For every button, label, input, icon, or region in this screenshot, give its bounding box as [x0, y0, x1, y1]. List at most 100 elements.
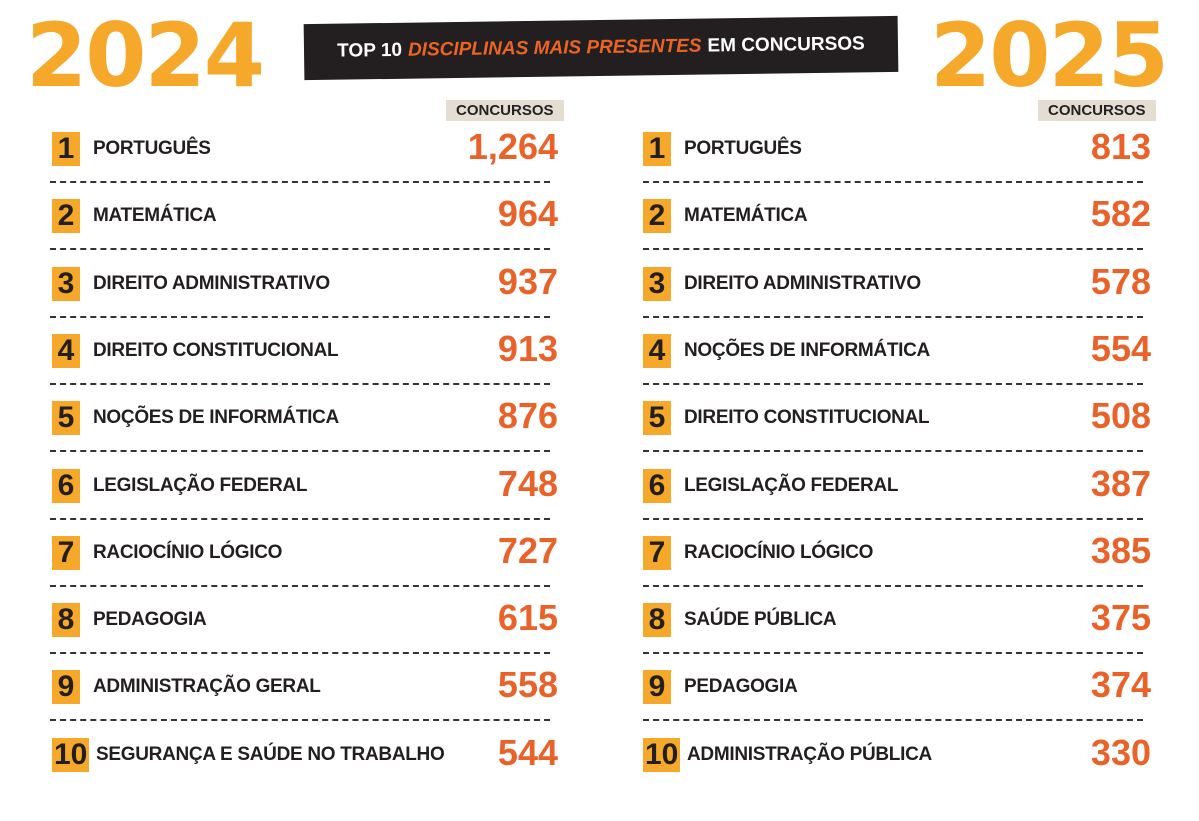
row-divider: [50, 315, 550, 318]
rank-badge: 6: [52, 468, 80, 503]
discipline-label: ADMINISTRAÇÃO GERAL: [93, 676, 321, 698]
table-row: 9 PEDAGOGIA 374: [643, 664, 1151, 708]
rank-badge: 5: [52, 401, 80, 436]
contest-count: 964: [497, 193, 558, 235]
discipline-label: PEDAGOGIA: [684, 676, 798, 698]
banner-highlight: DISCIPLINAS MAIS PRESENTES: [407, 35, 702, 61]
contest-count: 558: [497, 664, 558, 706]
banner-prefix: TOP 10: [337, 39, 403, 62]
table-row: 10 ADMINISTRAÇÃO PÚBLICA 330: [643, 732, 1151, 776]
banner-suffix: EM CONCURSOS: [707, 33, 865, 57]
row-divider: [643, 584, 1143, 587]
discipline-label: NOÇÕES DE INFORMÁTICA: [684, 339, 930, 361]
contest-count: 578: [1090, 260, 1151, 302]
rank-badge: 7: [643, 535, 671, 570]
contest-count: 508: [1090, 395, 1151, 437]
table-row: 8 SAÚDE PÚBLICA 375: [643, 597, 1151, 641]
row-divider: [643, 652, 1143, 655]
contest-count: 876: [497, 395, 558, 437]
contest-count: 375: [1090, 597, 1151, 639]
discipline-label: ADMINISTRAÇÃO PÚBLICA: [687, 743, 932, 765]
rank-badge: 10: [52, 737, 90, 772]
row-divider: [50, 450, 550, 453]
contest-count: 387: [1090, 462, 1151, 504]
contest-count: 544: [497, 731, 558, 773]
table-row: 2 MATEMÁTICA 964: [52, 193, 558, 237]
rank-badge: 9: [52, 670, 80, 705]
discipline-label: LEGISLAÇÃO FEDERAL: [93, 474, 308, 496]
column-header-2024: CONCURSOS: [446, 100, 564, 121]
rank-badge: 10: [643, 737, 681, 772]
row-divider: [643, 450, 1143, 453]
contest-count: 1,264: [467, 126, 558, 167]
title-banner: TOP 10 DISCIPLINAS MAIS PRESENTES EM CON…: [303, 15, 899, 81]
rank-badge: 3: [52, 266, 80, 301]
contest-count: 330: [1090, 731, 1151, 773]
table-row: 5 DIREITO CONSTITUCIONAL 508: [643, 395, 1151, 439]
contest-count: 374: [1090, 664, 1151, 706]
contest-count: 813: [1090, 126, 1151, 167]
contest-count: 385: [1090, 529, 1151, 571]
table-row: 2 MATEMÁTICA 582: [643, 193, 1151, 237]
table-row: 5 NOÇÕES DE INFORMÁTICA 876: [52, 395, 558, 439]
row-divider: [643, 719, 1143, 722]
column-header-2025: CONCURSOS: [1038, 100, 1156, 121]
table-row: 8 PEDAGOGIA 615: [52, 597, 558, 641]
discipline-label: PORTUGUÊS: [684, 138, 802, 159]
discipline-label: PORTUGUÊS: [93, 138, 211, 159]
rank-badge: 1: [643, 132, 671, 166]
table-row: 9 ADMINISTRAÇÃO GERAL 558: [52, 664, 558, 708]
discipline-label: SEGURANÇA E SAÚDE NO TRABALHO: [96, 743, 445, 765]
rank-badge: 7: [52, 535, 80, 570]
row-divider: [50, 719, 550, 722]
table-row: 6 LEGISLAÇÃO FEDERAL 748: [52, 463, 558, 507]
rank-badge: 6: [643, 468, 671, 503]
table-row: 4 NOÇÕES DE INFORMÁTICA 554: [643, 328, 1151, 372]
discipline-label: SAÚDE PÚBLICA: [684, 609, 837, 631]
row-divider: [643, 248, 1143, 251]
contest-count: 615: [497, 597, 558, 639]
rank-badge: 2: [643, 199, 671, 234]
table-row: 4 DIREITO CONSTITUCIONAL 913: [52, 328, 558, 372]
discipline-label: DIREITO ADMINISTRATIVO: [93, 272, 330, 294]
discipline-label: DIREITO ADMINISTRATIVO: [684, 272, 921, 294]
contest-count: 582: [1090, 193, 1151, 235]
row-divider: [50, 584, 550, 587]
rank-badge: 1: [52, 132, 80, 166]
row-divider: [643, 517, 1143, 520]
discipline-label: MATEMÁTICA: [684, 205, 808, 227]
rank-badge: 2: [52, 199, 80, 234]
row-divider: [643, 382, 1143, 385]
row-divider: [643, 315, 1143, 318]
year-2024-title: 2024: [26, 4, 265, 107]
contest-count: 554: [1090, 327, 1151, 369]
contest-count: 913: [497, 327, 558, 369]
rank-badge: 8: [643, 603, 671, 638]
table-row: 7 RACIOCÍNIO LÓGICO 727: [52, 530, 558, 574]
table-row: 1 PORTUGUÊS 1,264: [52, 126, 558, 170]
rank-badge: 4: [52, 333, 80, 368]
rank-badge: 3: [643, 266, 671, 301]
table-row: 1 PORTUGUÊS 813: [643, 126, 1151, 170]
contest-count: 748: [497, 462, 558, 504]
row-divider: [50, 652, 550, 655]
table-row: 3 DIREITO ADMINISTRATIVO 578: [643, 261, 1151, 305]
discipline-label: RACIOCÍNIO LÓGICO: [684, 541, 874, 563]
row-divider: [50, 382, 550, 385]
rank-badge: 4: [643, 333, 671, 368]
discipline-label: RACIOCÍNIO LÓGICO: [93, 541, 283, 563]
discipline-label: DIREITO CONSTITUCIONAL: [93, 339, 339, 361]
rank-badge: 9: [643, 670, 671, 705]
rank-badge: 5: [643, 401, 671, 436]
rank-badge: 8: [52, 603, 80, 638]
discipline-label: NOÇÕES DE INFORMÁTICA: [93, 407, 339, 429]
year-2025-title: 2025: [930, 4, 1169, 107]
discipline-label: DIREITO CONSTITUCIONAL: [684, 407, 930, 429]
discipline-label: PEDAGOGIA: [93, 609, 207, 631]
table-row: 7 RACIOCÍNIO LÓGICO 385: [643, 530, 1151, 574]
row-divider: [643, 181, 1143, 183]
table-row: 10 SEGURANÇA E SAÚDE NO TRABALHO 544: [52, 732, 558, 776]
table-row: 6 LEGISLAÇÃO FEDERAL 387: [643, 463, 1151, 507]
contest-count: 937: [497, 260, 558, 302]
row-divider: [50, 248, 550, 251]
